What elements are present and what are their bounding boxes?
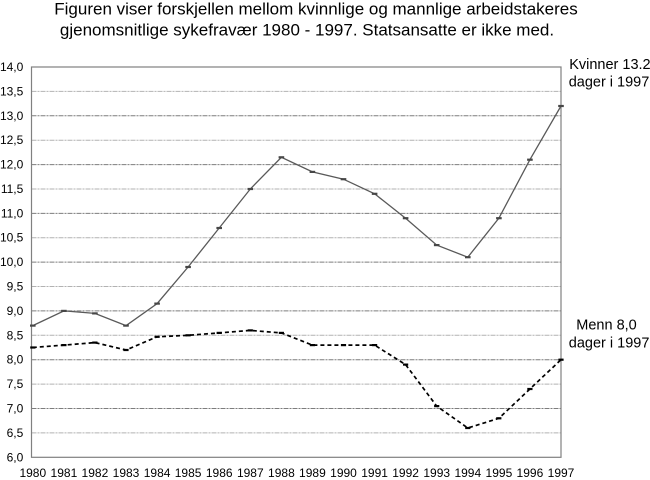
svg-text:dager i 1997: dager i 1997 bbox=[569, 336, 650, 352]
svg-text:8,0: 8,0 bbox=[7, 353, 24, 367]
svg-text:1986: 1986 bbox=[206, 466, 233, 480]
svg-text:10,0: 10,0 bbox=[0, 255, 24, 269]
svg-text:1992: 1992 bbox=[392, 466, 419, 480]
svg-text:dager i 1997: dager i 1997 bbox=[569, 75, 650, 91]
svg-text:1989: 1989 bbox=[299, 466, 326, 480]
svg-text:1980: 1980 bbox=[19, 466, 46, 480]
svg-text:1982: 1982 bbox=[82, 466, 109, 480]
svg-text:7,0: 7,0 bbox=[7, 402, 24, 416]
svg-text:13,0: 13,0 bbox=[0, 109, 24, 123]
svg-text:11,5: 11,5 bbox=[1, 182, 24, 196]
svg-text:10,5: 10,5 bbox=[0, 231, 24, 245]
svg-text:9,5: 9,5 bbox=[7, 280, 24, 294]
svg-text:1997: 1997 bbox=[548, 466, 575, 480]
svg-text:1987: 1987 bbox=[237, 466, 264, 480]
svg-text:1993: 1993 bbox=[423, 466, 450, 480]
svg-text:14,0: 14,0 bbox=[0, 60, 24, 74]
svg-text:8,5: 8,5 bbox=[7, 328, 24, 342]
svg-text:gjenomsnitlige sykefravær 1980: gjenomsnitlige sykefravær 1980 - 1997. S… bbox=[60, 21, 554, 40]
svg-text:12,5: 12,5 bbox=[0, 133, 24, 147]
svg-text:6,5: 6,5 bbox=[7, 426, 24, 440]
svg-text:Figuren viser forskjellen mell: Figuren viser forskjellen mellom kvinnli… bbox=[54, 0, 577, 19]
svg-text:1983: 1983 bbox=[113, 466, 140, 480]
svg-text:13,5: 13,5 bbox=[0, 84, 24, 98]
svg-text:1988: 1988 bbox=[268, 466, 295, 480]
svg-text:1995: 1995 bbox=[486, 466, 513, 480]
svg-text:11,0: 11,0 bbox=[1, 206, 24, 220]
svg-text:1990: 1990 bbox=[330, 466, 357, 480]
svg-text:1996: 1996 bbox=[517, 466, 544, 480]
svg-text:7,5: 7,5 bbox=[7, 377, 24, 391]
svg-text:1991: 1991 bbox=[361, 466, 388, 480]
svg-text:6,0: 6,0 bbox=[7, 450, 24, 464]
svg-text:1994: 1994 bbox=[454, 466, 481, 480]
svg-text:1985: 1985 bbox=[175, 466, 202, 480]
svg-text:12,0: 12,0 bbox=[0, 158, 24, 172]
svg-text:Kvinner 13.2: Kvinner 13.2 bbox=[569, 57, 650, 73]
svg-text:1981: 1981 bbox=[51, 466, 78, 480]
svg-text:Menn 8,0: Menn 8,0 bbox=[576, 318, 636, 334]
svg-text:9,0: 9,0 bbox=[7, 304, 24, 318]
svg-text:1984: 1984 bbox=[144, 466, 171, 480]
